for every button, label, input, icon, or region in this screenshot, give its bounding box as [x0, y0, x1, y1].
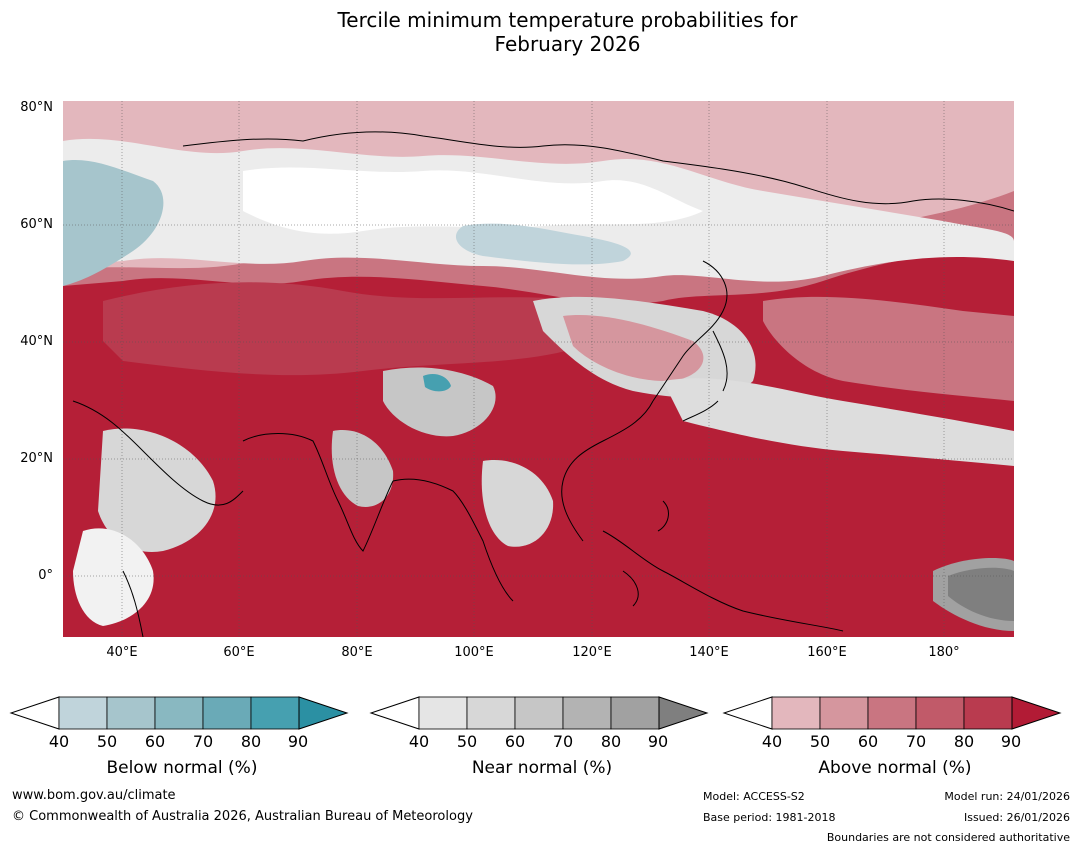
colorbar-segment — [771, 696, 821, 730]
colorbar-segment — [58, 696, 108, 730]
issued-text: Issued: 26/01/2026 — [963, 811, 1070, 824]
title-line-1: Tercile minimum temperature probabilitie… — [337, 8, 798, 32]
north-pacific-mixed — [663, 378, 1014, 466]
tick: 40 — [761, 732, 783, 751]
tick: 60 — [857, 732, 879, 751]
colorbar-arrow-high — [658, 696, 709, 730]
lon-label-100e: 100°E — [454, 645, 494, 660]
tick: 40 — [48, 732, 70, 751]
boundaries-note: Boundaries are not considered authoritat… — [826, 831, 1070, 844]
tibet-near-normal — [383, 367, 496, 437]
colorbar-segment — [514, 696, 564, 730]
tick: 60 — [144, 732, 166, 751]
legend-title-above: Above normal (%) — [818, 758, 972, 778]
equatorial-pacific-dark-grey — [948, 567, 1014, 621]
tick: 90 — [1000, 732, 1022, 751]
tick: 70 — [905, 732, 927, 751]
colorbar-arrow-high — [1011, 696, 1062, 730]
copyright-text: © Commonwealth of Australia 2026, Austra… — [12, 809, 473, 824]
tick: 90 — [287, 732, 309, 751]
legend-below-normal: 40 50 60 70 80 90 Below normal (%) — [8, 692, 356, 792]
lon-label-120e: 120°E — [572, 645, 612, 660]
colorbar-above-normal — [722, 696, 1062, 730]
lat-label-20n: 20°N — [20, 451, 53, 466]
legend-title-near: Near normal (%) — [471, 758, 613, 778]
colorbar-arrow-low — [9, 696, 60, 730]
lon-label-180: 180° — [928, 645, 960, 660]
lon-label-60e: 60°E — [223, 645, 255, 660]
colorbar-segment — [418, 696, 468, 730]
tibet-below-normal — [423, 374, 451, 392]
southeast-asia-near-normal — [481, 460, 554, 547]
colorbar-segment — [202, 696, 252, 730]
arabia-near-normal — [98, 428, 216, 552]
tick: 80 — [953, 732, 975, 751]
colorbar-below-normal — [9, 696, 349, 730]
coastlines — [72, 131, 1014, 637]
colorbar-segment — [106, 696, 156, 730]
lon-label-40e: 40°E — [106, 645, 138, 660]
legend-title-below: Below normal (%) — [106, 758, 258, 778]
central-asia-above-normal — [103, 282, 613, 376]
colorbar-arrow-high — [298, 696, 349, 730]
colorbar-segment — [610, 696, 660, 730]
lat-label-80n: 80°N — [20, 100, 53, 115]
title-line-2: February 2026 — [494, 32, 641, 56]
colorbar-segment — [867, 696, 917, 730]
lat-label-60n: 60°N — [20, 217, 53, 232]
tick: 60 — [504, 732, 526, 751]
base-period-text: Base period: 1981-2018 — [703, 811, 836, 824]
colorbar-segment — [466, 696, 516, 730]
model-text: Model: ACCESS-S2 — [703, 790, 805, 803]
east-africa-white — [73, 528, 154, 626]
tick: 70 — [552, 732, 574, 751]
map-canvas — [63, 101, 1014, 637]
colorbar-segment — [915, 696, 965, 730]
tick: 50 — [96, 732, 118, 751]
colorbar-segment — [562, 696, 612, 730]
tick: 90 — [647, 732, 669, 751]
lon-label-160e: 160°E — [807, 645, 847, 660]
central-siberia-below-normal — [455, 223, 631, 265]
chart-title: Tercile minimum temperature probabilitie… — [0, 8, 1081, 56]
colorbar-arrow-low — [722, 696, 773, 730]
probability-map — [63, 101, 1014, 637]
graticule — [63, 101, 1014, 637]
north-pacific-pink — [763, 296, 1014, 401]
lat-label-0: 0° — [38, 568, 53, 583]
india-near-normal — [331, 430, 394, 507]
legend-near-normal: 40 50 60 70 80 90 Near normal (%) — [368, 692, 716, 792]
model-run-text: Model run: 24/01/2026 — [944, 790, 1070, 803]
lon-label-140e: 140°E — [689, 645, 729, 660]
colorbar-segment — [819, 696, 869, 730]
colorbar-segment — [154, 696, 204, 730]
legend-above-normal: 40 50 60 70 80 90 Above normal (%) — [721, 692, 1069, 792]
colorbar-segment — [250, 696, 300, 730]
tick: 40 — [408, 732, 430, 751]
tick: 50 — [456, 732, 478, 751]
colorbar-near-normal — [369, 696, 709, 730]
lon-label-80e: 80°E — [341, 645, 373, 660]
siberia-white — [243, 167, 703, 234]
colorbar-segment — [963, 696, 1013, 730]
tick: 80 — [240, 732, 262, 751]
website-link[interactable]: www.bom.gov.au/climate — [12, 788, 176, 803]
east-asia-pink — [563, 315, 704, 382]
tick: 70 — [192, 732, 214, 751]
tick: 80 — [600, 732, 622, 751]
west-siberia-below-normal — [63, 160, 164, 286]
tick: 50 — [809, 732, 831, 751]
colorbar-arrow-low — [369, 696, 420, 730]
lat-label-40n: 40°N — [20, 334, 53, 349]
